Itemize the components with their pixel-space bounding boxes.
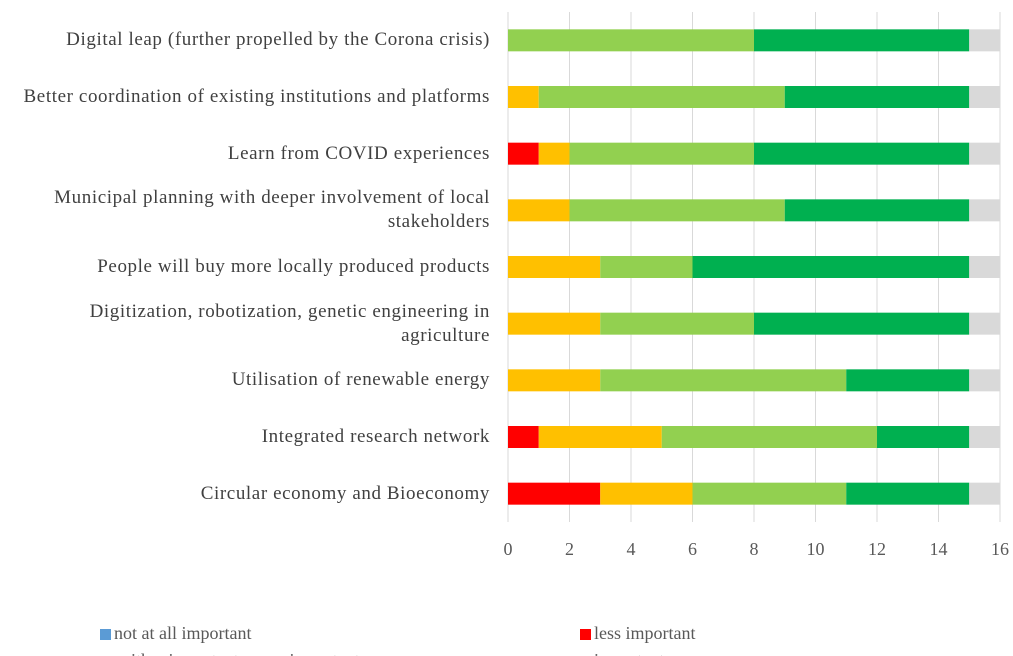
bar-segment [538,86,785,108]
bar-segment [846,369,970,392]
bar-segment [969,312,1000,335]
bar-segment [600,312,754,335]
category-label: Municipal planning with deeper involveme… [54,187,490,233]
bar-segment [754,29,970,52]
legend-label: important [594,650,664,656]
category-label: Better coordination of existing institut… [23,86,490,107]
bar-segment [784,199,970,222]
bar-segment [508,426,539,448]
bar-segment [538,142,570,165]
x-tick-label: 6 [688,539,697,559]
bar-segment [784,86,970,108]
x-tick-label: 12 [868,539,886,559]
bar-segment [969,482,1000,505]
bar-segment [877,426,970,448]
category-label: People will buy more locally produced pr… [97,256,490,277]
x-tick-label: 4 [627,539,636,559]
category-label: Utilisation of renewable energy [231,369,490,391]
bar-segment [600,482,693,505]
x-tick-label: 8 [750,539,759,559]
bar-segment [754,312,970,335]
category-label: Integrated research network [261,426,490,447]
bar-segment [600,369,847,392]
bar-segment [508,86,539,108]
bar-segment [508,312,601,335]
legend-label: less important [594,623,696,643]
legend-swatch [100,629,111,640]
bar-segment [969,369,1000,392]
category-label: Circular economy and Bioeconomy [200,482,490,504]
bar-segment [569,199,785,222]
bar-segment [508,29,754,52]
bar-segment [569,142,754,165]
bar-segment [538,426,662,448]
x-tick-label: 14 [930,539,948,559]
bar-segment [969,426,1000,448]
bar-segment [754,142,970,165]
bar-segment [508,142,539,165]
x-tick-label: 0 [504,539,513,559]
category-label: Digital leap (further propelled by the C… [66,29,490,51]
x-tick-label: 10 [807,539,825,559]
bar-segment [969,199,1000,222]
category-label: Learn from COVID experiences [227,142,490,164]
bar-segment [508,369,601,392]
bar-segment [969,256,1000,278]
bar-segment [508,256,601,278]
bar-segment [969,142,1000,165]
bar-segment [508,199,570,222]
x-tick-label: 2 [565,539,574,559]
bar-segment [508,482,601,505]
x-tick-label: 16 [991,539,1009,559]
bar-segment [692,482,847,505]
bar-segment [846,482,970,505]
category-label: Digitization, robotization, genetic engi… [89,300,490,346]
bar-segment [661,426,877,448]
bar-segment [969,86,1000,108]
bar-segment [969,29,1000,52]
legend-label: not at all important [114,623,251,643]
bar-segment [692,256,970,278]
legend-label: neither important nor unimportant [114,650,359,656]
legend-swatch [580,629,591,640]
bar-segment [600,256,693,278]
